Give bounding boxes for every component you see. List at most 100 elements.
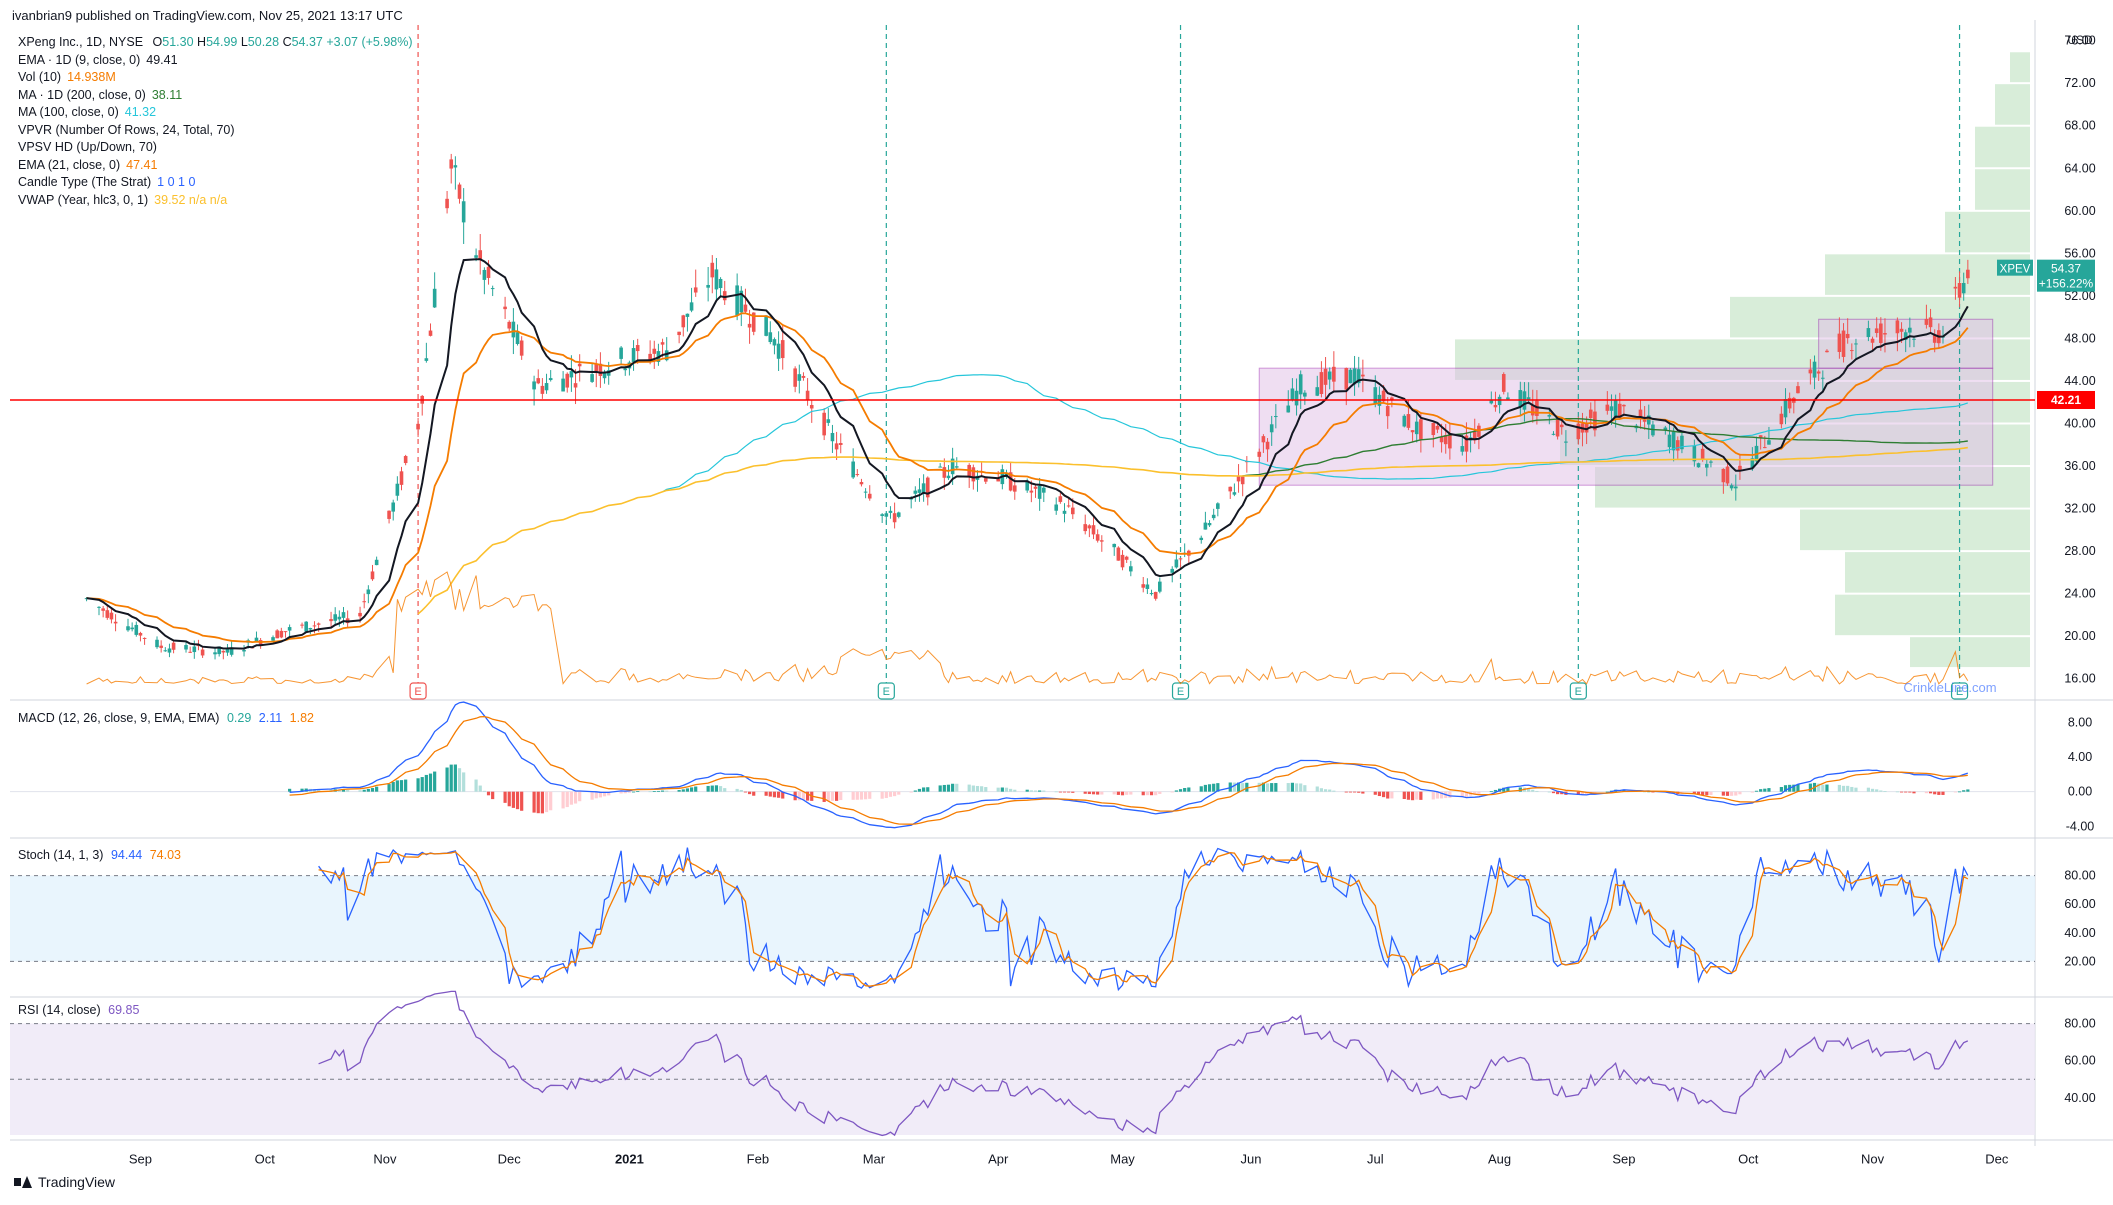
candle-body — [1704, 463, 1709, 468]
macd-hist-bar — [387, 784, 391, 792]
symbol-name[interactable]: XPeng Inc., 1D, NYSE — [18, 35, 144, 49]
macd-hist-bar — [1054, 791, 1058, 793]
candle-body — [1638, 409, 1643, 418]
candle-body — [1158, 581, 1162, 592]
candle-body — [1129, 566, 1133, 572]
candle-body — [1576, 423, 1581, 440]
candle-body — [544, 383, 549, 391]
macd-hist-bar — [1439, 791, 1444, 799]
candle-body — [983, 478, 988, 482]
macd-hist-bar — [631, 791, 636, 793]
legend-ind-2[interactable]: MA · 1D (200, close, 0) 38.11 — [18, 87, 413, 105]
legend-ind-1[interactable]: Vol (10) 14.938M — [18, 69, 413, 87]
ohlc-o-value: 51.30 — [162, 35, 194, 49]
candle-body — [1232, 492, 1237, 495]
macd-hist-bar — [370, 788, 375, 792]
legend-ind-6[interactable]: EMA (21, close, 0) 47.41 — [18, 157, 413, 175]
candle-body — [1957, 282, 1962, 298]
macd-hist-bar — [839, 791, 843, 801]
legend-ind-7[interactable]: Candle Type (The Strat) 1 0 1 0 — [18, 174, 413, 192]
candle-body — [1729, 485, 1734, 489]
candle-body — [594, 364, 599, 372]
macd-hist-bar — [598, 791, 603, 798]
candle-body — [561, 378, 565, 392]
candle-body — [188, 651, 192, 653]
macd-hist-bar — [1730, 791, 1734, 796]
legend-ind-3[interactable]: MA (100, close, 0) 41.32 — [18, 104, 413, 122]
macd-hist-bar — [1506, 787, 1510, 792]
macd-hist-bar — [1821, 784, 1825, 792]
candle-body — [1236, 476, 1241, 482]
candle-body — [432, 288, 437, 308]
macd-hist-bar — [1460, 791, 1464, 798]
candle-body — [1787, 397, 1792, 409]
legend-ind-8[interactable]: VWAP (Year, hlc3, 0, 1) 39.52 n/a n/a — [18, 192, 413, 210]
macd-hist-bar — [317, 789, 321, 792]
candle-body — [171, 642, 176, 650]
candle-body — [1895, 320, 1900, 334]
macd-hist-bar — [1154, 791, 1158, 796]
footer-brand[interactable]: TradingView — [14, 1174, 115, 1190]
candle-body — [155, 639, 159, 648]
ohlc-change: +3.07 (+5.98%) — [326, 35, 413, 49]
macd-hist-bar — [416, 778, 420, 792]
price-tick-label: 64.00 — [2064, 161, 2095, 175]
candle-body — [1207, 523, 1212, 526]
candle-body — [967, 464, 971, 478]
candle-body — [416, 423, 420, 430]
candle-body — [167, 648, 172, 653]
candle-body — [1908, 327, 1912, 333]
candle-body — [565, 373, 570, 388]
candle-body — [888, 510, 893, 513]
macd-hist-bar — [358, 790, 362, 792]
candle-body — [1779, 413, 1784, 425]
macd-hist-bar — [1071, 791, 1075, 793]
ind-value: 1 0 1 0 — [157, 175, 196, 189]
candle-body — [1874, 328, 1879, 334]
volume-profile-bar — [1835, 594, 2030, 636]
macd-hist-bar — [515, 791, 520, 810]
rsi-tick-label: 60.00 — [2064, 1054, 2095, 1068]
legend-ind-4[interactable]: VPVR (Number Of Rows, 24, Total, 70) — [18, 122, 413, 140]
candle-body — [892, 513, 897, 523]
volume-line — [86, 571, 1969, 685]
candle-body — [1141, 584, 1146, 588]
candle-body — [834, 443, 839, 450]
ohlc-o-label: O — [152, 35, 163, 49]
macd-hist-bar — [1236, 782, 1241, 792]
macd-hist-bar — [1435, 791, 1440, 799]
candle-body — [507, 321, 512, 329]
candle-body — [113, 621, 118, 624]
candle-body — [213, 652, 217, 655]
macd-hist-bar — [445, 767, 449, 792]
candle-body — [1680, 435, 1684, 450]
macd-hist-bar — [1390, 791, 1394, 799]
candle-body — [453, 165, 458, 168]
macd-hist-bar — [1062, 791, 1067, 793]
earnings-marker-box — [1950, 682, 1969, 700]
candle-body — [619, 347, 623, 359]
candle-body — [109, 612, 114, 620]
candle-body — [329, 619, 333, 622]
candle-body — [515, 332, 520, 345]
macd-legend[interactable]: MACD (12, 26, close, 9, EMA, EMA) 0.29 2… — [18, 711, 314, 725]
candle-body — [681, 315, 686, 328]
macd-hist-bar — [536, 791, 540, 814]
price-tick-label: 48.00 — [2064, 331, 2095, 345]
legend-ind-0[interactable]: EMA · 1D (9, close, 0) 49.41 — [18, 52, 413, 70]
stoch-d-line — [318, 851, 1969, 987]
stoch-legend[interactable]: Stoch (14, 1, 3) 94.44 74.03 — [18, 848, 181, 862]
macd-hist-bar — [507, 791, 511, 807]
macd-hist-bar — [1149, 791, 1154, 796]
candle-body — [780, 340, 785, 359]
macd-hist-bar — [1531, 789, 1535, 792]
candle-body — [1352, 368, 1357, 385]
macd-hist-bar — [996, 787, 1000, 792]
candle-body — [772, 339, 777, 346]
price-tick-label: 36.00 — [2064, 459, 2095, 473]
legend-ind-5[interactable]: VPSV HD (Up/Down, 70) — [18, 139, 413, 157]
macd-hist-bar — [1419, 791, 1423, 800]
candle-body — [1588, 409, 1593, 419]
rsi-legend[interactable]: RSI (14, close) 69.85 — [18, 1003, 139, 1017]
macd-hist-bar — [855, 791, 859, 800]
